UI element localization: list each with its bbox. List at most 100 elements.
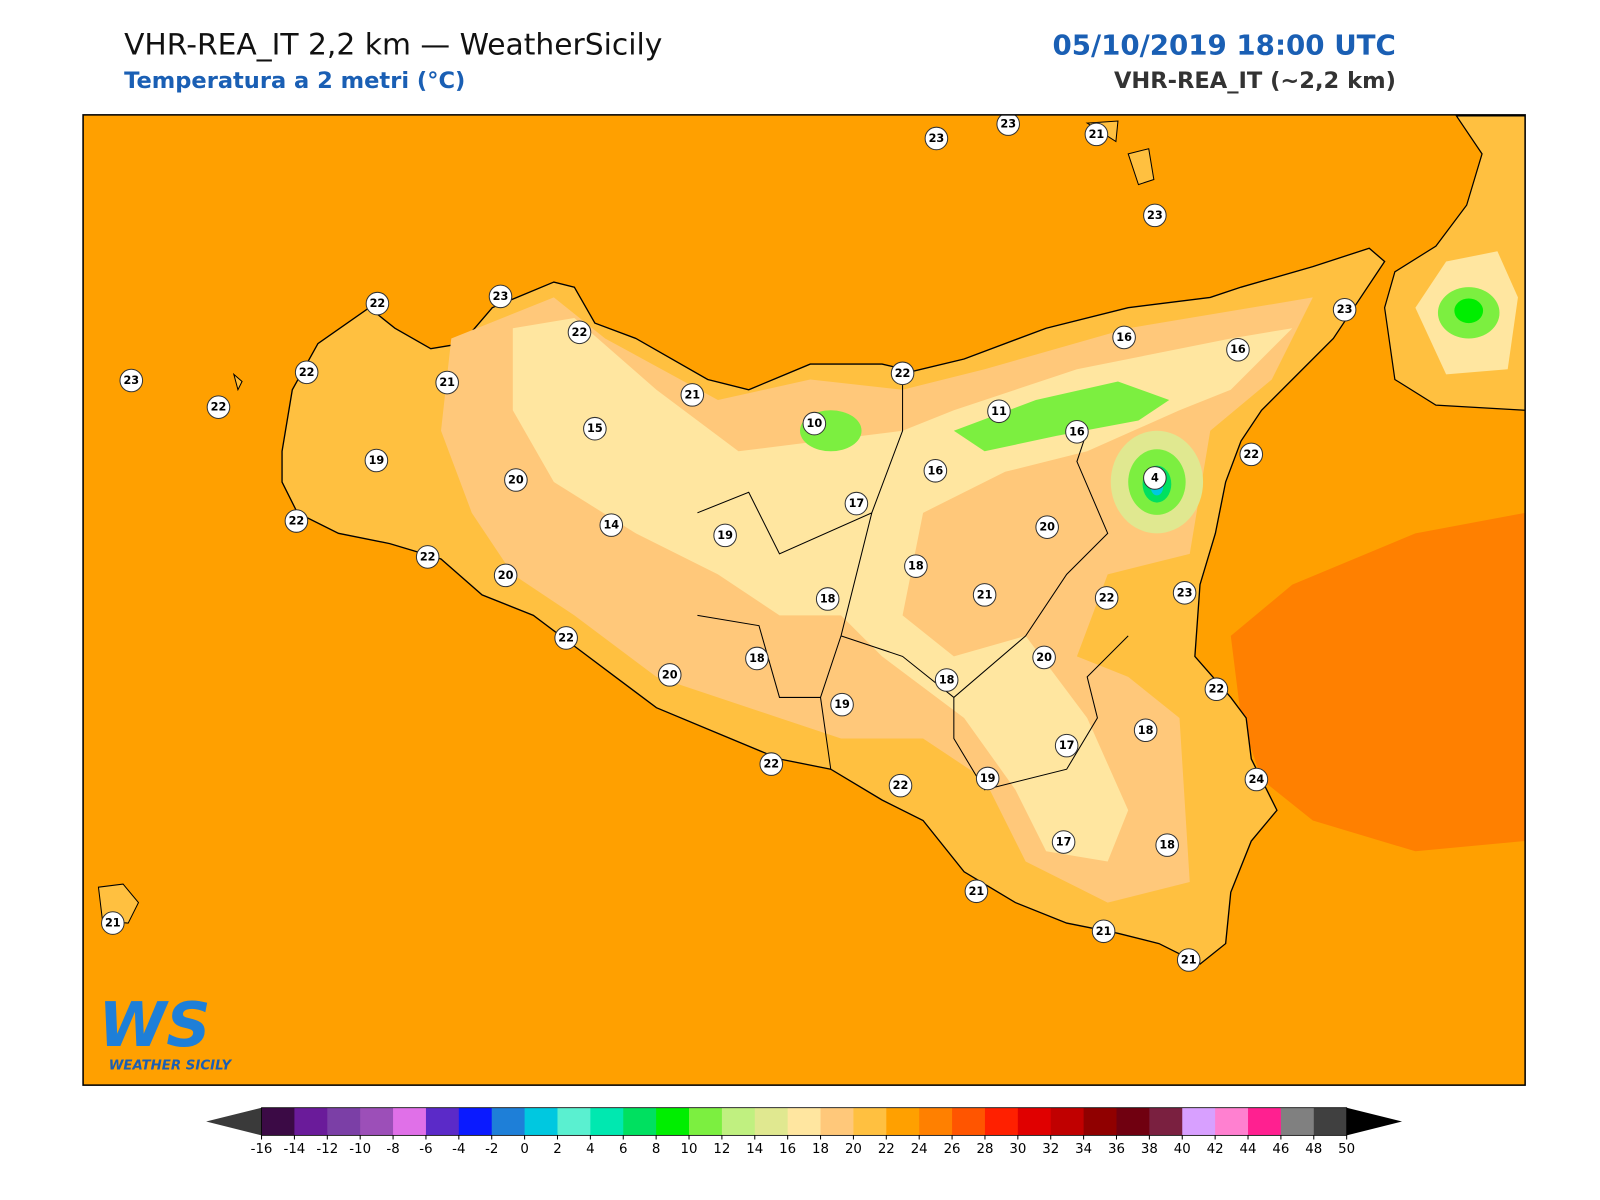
colorbar-tick-label: 40 [1174,1142,1191,1157]
colorbar-tick-label: 36 [1108,1142,1125,1157]
station-marker [284,509,309,533]
colorbar-tick-label: 34 [1075,1142,1092,1157]
colorbar-tick-label: -2 [485,1142,498,1157]
colorbar-tick-label: 42 [1207,1142,1224,1157]
station-value: 18 [908,560,924,573]
station-marker [1143,466,1167,490]
islands [97,120,1155,924]
station-value: 20 [508,474,524,487]
colorbar-segment [590,1107,624,1136]
logo-mark: WS [98,989,210,1061]
station: 22 [888,773,913,798]
colorbar-segment [261,1107,295,1136]
station-marker [599,513,624,537]
station: 16 [1226,337,1250,362]
colorbar-tick-label: 26 [944,1142,961,1157]
station-value: 22 [558,631,574,644]
station: 23 [924,126,949,151]
station-value: 22 [895,367,911,380]
station-value: 22 [420,550,436,563]
station-value: 16 [1116,331,1132,344]
station-value: 20 [1036,651,1052,664]
station: 21 [1091,919,1116,944]
station: 20 [1035,515,1059,539]
station-marker [1133,718,1158,743]
station-value: 19 [834,698,850,711]
station-value: 22 [1099,591,1115,604]
province-borders [697,369,1129,791]
station-value: 18 [820,592,836,605]
station-marker [972,583,997,607]
colorbar-segment [1215,1107,1249,1136]
colorbar-segment [754,1107,789,1136]
colorbar-segment [689,1107,723,1136]
colorbar-segment [360,1107,394,1136]
station-value: 20 [662,668,678,681]
colorbar-segment [721,1107,756,1136]
colorbar-tick-label: -16 [251,1142,273,1157]
station-value: 22 [289,515,305,528]
station-value: 18 [749,652,765,665]
station: 19 [830,692,854,717]
station-marker [1155,833,1179,857]
station-marker [923,458,948,483]
colorbar-segment [1017,1107,1052,1136]
station-value: 22 [211,401,227,414]
station-marker [1032,645,1056,670]
station-marker [934,668,959,692]
station-value: 17 [1059,739,1075,752]
colorbar: -16 -14 -12 -10 -8 -6 -4 -2 0 2 4 6 8 10 12 14 16 18 20 22 2… [206,1107,1403,1157]
station-marker [488,284,513,309]
station-value: 22 [763,758,779,771]
station-marker [987,399,1011,424]
station: 18 [1133,718,1158,743]
station-value: 19 [980,772,996,785]
station: 23 [119,368,144,393]
station: 23 [1332,297,1357,322]
station-value: 23 [1147,209,1163,222]
colorbar-over [1346,1107,1403,1136]
station-marker [294,360,319,385]
colorbar-tick-label: -6 [419,1142,432,1157]
colorbar-segment [1182,1107,1216,1136]
station-marker [1226,337,1250,362]
colorbar-segment [1248,1107,1282,1136]
station-value: 18 [939,674,955,687]
colorbar-tick-label: 2 [553,1142,561,1157]
station-marker [830,692,854,717]
station-marker [1239,442,1264,467]
station-value: 23 [493,290,509,303]
station-marker [1143,203,1167,228]
station-marker [890,361,915,386]
colorbar-tick-label: -14 [284,1142,306,1157]
colorbar-segment [984,1107,1019,1136]
colorbar-under [206,1107,262,1136]
station-value: 23 [1177,586,1193,599]
station-marker [888,773,913,798]
colorbar-tick-label: 18 [812,1142,829,1157]
colorbar-tick-label: 30 [1009,1142,1026,1157]
station-value: 21 [684,388,700,401]
station: 22 [1204,677,1229,702]
colorbar-segment [886,1107,920,1136]
station: 16 [1065,420,1089,444]
station-value: 11 [991,405,1007,418]
station-value: 22 [370,297,386,310]
colorbar-segment [294,1107,328,1136]
station-marker [759,752,784,776]
station-marker [1065,420,1089,444]
colorbar-segment [1280,1107,1315,1136]
station: 22 [365,291,390,316]
station-value: 16 [1069,425,1085,438]
station: 18 [934,668,959,692]
colorbar-segment [524,1107,558,1136]
datetime: 05/10/2019 18:00 UTC [1052,28,1395,61]
station: 22 [1094,586,1119,610]
station: 19 [713,523,737,548]
station-marker [1244,767,1269,792]
station-marker [713,523,737,548]
colorbar-tick-label: 14 [746,1142,763,1157]
station: 17 [1051,830,1076,854]
station-value: 22 [1243,448,1259,461]
station-value: 15 [587,422,603,435]
